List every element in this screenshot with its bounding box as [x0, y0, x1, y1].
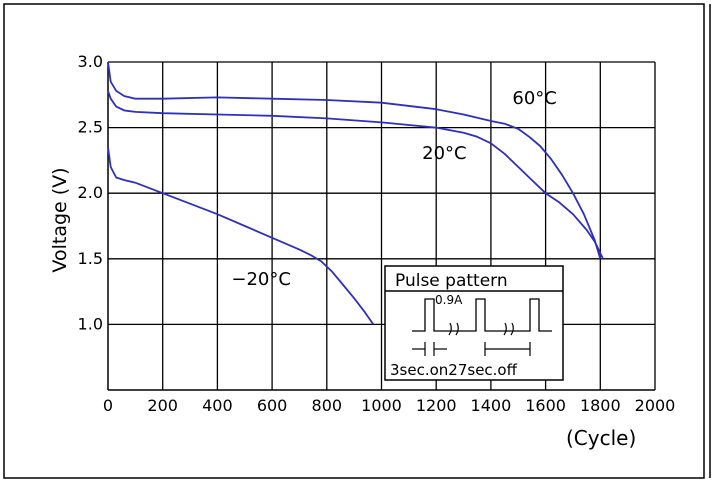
pulse-pattern-inset: Pulse pattern 0.9A 3sec.on27sec.off	[384, 265, 564, 381]
y-axis-label: Voltage (V)	[49, 167, 71, 272]
inset-title: Pulse pattern	[395, 271, 508, 291]
inset-caption: 3sec.on27sec.off	[390, 361, 518, 379]
x-axis-label: (Cycle)	[566, 426, 636, 450]
series-annotation-0: 60°C	[512, 88, 556, 109]
y-tick-label-4: 3.0	[78, 52, 103, 71]
pulse-waveform	[412, 298, 552, 332]
series-line-0	[107, 61, 602, 260]
series-annotation-2: −20°C	[231, 269, 291, 290]
inset-current-label: 0.9A	[435, 293, 463, 307]
x-tick-label-6: 1200	[416, 396, 457, 415]
x-tick-label-5: 1000	[361, 396, 402, 415]
x-tick-label-2: 400	[202, 396, 233, 415]
x-tick-label-0: 0	[103, 396, 113, 415]
y-tick-label-3: 2.5	[78, 118, 103, 137]
y-tick-label-2: 2.0	[78, 183, 103, 202]
x-tick-label-3: 600	[257, 396, 288, 415]
x-tick-label-10: 2000	[635, 396, 676, 415]
x-tick-label-4: 800	[312, 396, 343, 415]
y-tick-labels: 1.0 1.5 2.0 2.5 3.0	[78, 52, 103, 333]
y-tick-label-1: 1.5	[78, 249, 103, 268]
x-tick-label-9: 1800	[580, 396, 621, 415]
outer-border	[3, 3, 705, 479]
series-line-1	[107, 90, 604, 260]
break-mark-1	[448, 322, 459, 336]
series-annotations: 60°C 20°C −20°C	[231, 88, 557, 290]
series-lines	[107, 61, 604, 325]
series-line-2	[107, 147, 375, 325]
x-tick-label-8: 1600	[525, 396, 566, 415]
x-tick-labels: 0 200 400 600 800 1000 1200 1400 1600 1800 2000	[103, 396, 675, 415]
x-tick-label-1: 200	[147, 396, 178, 415]
break-mark-2	[503, 322, 514, 336]
inset-box	[384, 265, 564, 381]
y-tick-label-0: 1.0	[78, 314, 103, 333]
x-tick-label-7: 1400	[471, 396, 512, 415]
series-annotation-1: 20°C	[422, 143, 466, 164]
axes	[107, 62, 655, 391]
grid	[108, 61, 656, 390]
